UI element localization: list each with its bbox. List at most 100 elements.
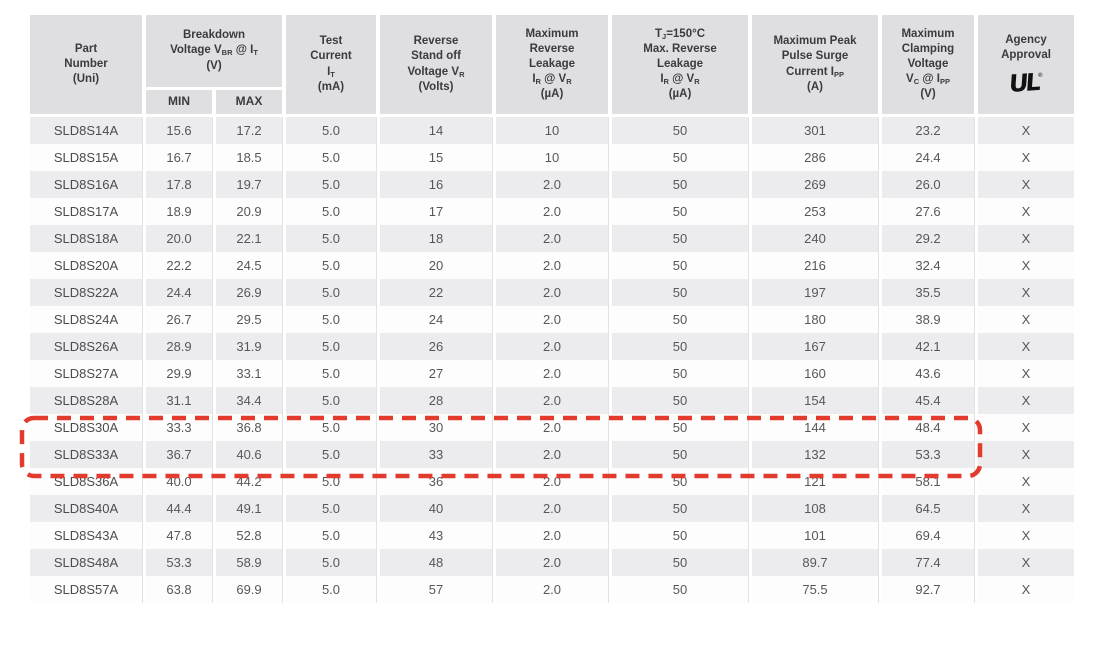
value-cell: 50 [612,360,748,387]
part-number-cell: SLD8S26A [30,333,142,360]
value-cell: X [978,441,1074,468]
value-cell: 22.1 [216,225,282,252]
value-cell: 69.9 [216,576,282,603]
value-cell: 5.0 [286,549,376,576]
value-cell: 29.5 [216,306,282,333]
value-cell: 26 [380,333,492,360]
col-subheader-max: MAX [216,90,282,117]
table-row: SLD8S26A 28.9 31.9 5.0 26 2.0 50 167 42.1 X [30,333,1074,360]
col-header-surge-current: Maximum Peak Pulse Surge Current IPP (A) [752,15,878,117]
value-cell: 144 [752,414,878,441]
value-cell: 31.9 [216,333,282,360]
value-cell: 53.3 [146,549,212,576]
col-header-clamping-voltage: Maximum Clamping Voltage VC @ IPP (V) [882,15,974,117]
table-row: SLD8S43A 47.8 52.8 5.0 43 2.0 50 101 69.4 X [30,522,1074,549]
value-cell: 24.4 [146,279,212,306]
value-cell: 34.4 [216,387,282,414]
part-number-cell: SLD8S43A [30,522,142,549]
table-row: SLD8S17A 18.9 20.9 5.0 17 2.0 50 253 27.6 X [30,198,1074,225]
value-cell: 121 [752,468,878,495]
value-cell: 253 [752,198,878,225]
value-cell: 2.0 [496,441,608,468]
part-number-cell: SLD8S15A [30,144,142,171]
value-cell: 26.0 [882,171,974,198]
part-number-cell: SLD8S22A [30,279,142,306]
value-cell: 48.4 [882,414,974,441]
value-cell: 2.0 [496,198,608,225]
agency-approval-label: Agency Approval [1001,34,1051,62]
value-cell: 50 [612,252,748,279]
value-cell: 50 [612,441,748,468]
value-cell: 5.0 [286,198,376,225]
value-cell: 5.0 [286,441,376,468]
table-row: SLD8S28A 31.1 34.4 5.0 28 2.0 50 154 45.4 X [30,387,1074,414]
value-cell: 5.0 [286,522,376,549]
value-cell: X [978,225,1074,252]
table-row: SLD8S27A 29.9 33.1 5.0 27 2.0 50 160 43.6 X [30,360,1074,387]
value-cell: 36.7 [146,441,212,468]
value-cell: 18.5 [216,144,282,171]
value-cell: 50 [612,414,748,441]
value-cell: 50 [612,279,748,306]
value-cell: 269 [752,171,878,198]
value-cell: 16.7 [146,144,212,171]
value-cell: 19.7 [216,171,282,198]
part-number-cell: SLD8S33A [30,441,142,468]
table-row: SLD8S40A 44.4 49.1 5.0 40 2.0 50 108 64.5 X [30,495,1074,522]
table-row: SLD8S14A 15.6 17.2 5.0 14 10 50 301 23.2 X [30,117,1074,144]
value-cell: 5.0 [286,117,376,144]
value-cell: 2.0 [496,387,608,414]
value-cell: X [978,198,1074,225]
value-cell: 101 [752,522,878,549]
value-cell: 132 [752,441,878,468]
value-cell: 50 [612,549,748,576]
value-cell: 5.0 [286,468,376,495]
part-number-cell: SLD8S14A [30,117,142,144]
value-cell: 2.0 [496,522,608,549]
value-cell: 20.0 [146,225,212,252]
value-cell: 15.6 [146,117,212,144]
value-cell: 50 [612,333,748,360]
value-cell: 44.2 [216,468,282,495]
value-cell: X [978,144,1074,171]
table-header: Part Number (Uni) Breakdown Voltage VBR @ I… [30,15,1074,117]
value-cell: 26.9 [216,279,282,306]
value-cell: 50 [612,171,748,198]
value-cell: X [978,171,1074,198]
spec-table: Part Number (Uni) Breakdown Voltage VBR @ I… [26,15,1078,603]
value-cell: 2.0 [496,279,608,306]
value-cell: 92.7 [882,576,974,603]
value-cell: 35.5 [882,279,974,306]
value-cell: X [978,468,1074,495]
table-row: SLD8S15A 16.7 18.5 5.0 15 10 50 286 24.4 X [30,144,1074,171]
value-cell: 5.0 [286,360,376,387]
part-number-cell: SLD8S40A [30,495,142,522]
value-cell: 5.0 [286,387,376,414]
value-cell: 58.9 [216,549,282,576]
value-cell: X [978,495,1074,522]
value-cell: X [978,549,1074,576]
table-row: SLD8S24A 26.7 29.5 5.0 24 2.0 50 180 38.9 X [30,306,1074,333]
value-cell: 27.6 [882,198,974,225]
value-cell: 30 [380,414,492,441]
part-number-cell: SLD8S18A [30,225,142,252]
col-header-part-number: Part Number (Uni) [30,15,142,117]
value-cell: 29.2 [882,225,974,252]
value-cell: 167 [752,333,878,360]
value-cell: 32.4 [882,252,974,279]
value-cell: 17.8 [146,171,212,198]
value-cell: 197 [752,279,878,306]
value-cell: 33.3 [146,414,212,441]
value-cell: X [978,252,1074,279]
value-cell: 50 [612,387,748,414]
table-row: SLD8S22A 24.4 26.9 5.0 22 2.0 50 197 35.5 X [30,279,1074,306]
spec-table-body: SLD8S14A 15.6 17.2 5.0 14 10 50 301 23.2 X SLD8S15… [30,117,1074,603]
value-cell: 27 [380,360,492,387]
value-cell: X [978,117,1074,144]
value-cell: 2.0 [496,306,608,333]
value-cell: 31.1 [146,387,212,414]
value-cell: 5.0 [286,225,376,252]
value-cell: 16 [380,171,492,198]
col-header-agency-approval: Agency Approval UL® [978,15,1074,117]
